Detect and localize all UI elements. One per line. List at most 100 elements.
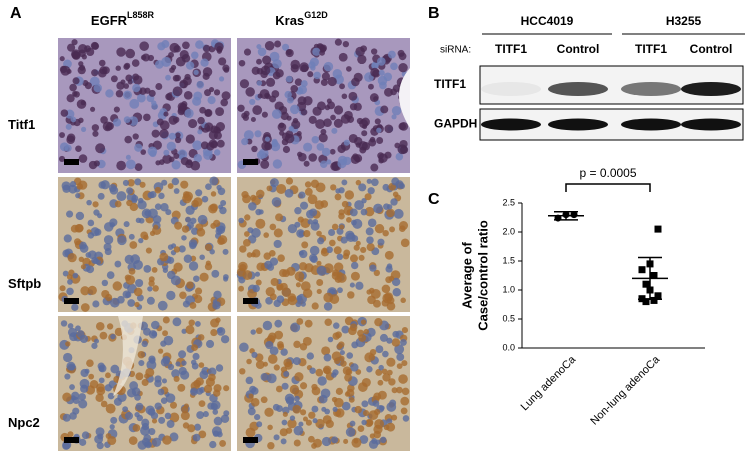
cell	[181, 360, 187, 366]
cell	[139, 181, 146, 188]
cell	[374, 118, 381, 125]
cell	[105, 372, 111, 379]
cell	[288, 125, 294, 132]
cell	[173, 188, 180, 194]
cell	[378, 69, 385, 76]
cell	[125, 154, 131, 160]
cell	[69, 83, 77, 92]
cell	[141, 422, 150, 431]
cell	[354, 156, 361, 162]
cell	[295, 300, 302, 308]
cell	[264, 136, 270, 142]
cell	[294, 207, 302, 215]
cell	[384, 87, 393, 97]
cell	[355, 281, 364, 290]
cell	[122, 179, 130, 187]
y-axis-label: Case/control ratio	[475, 220, 490, 331]
cell	[320, 79, 328, 87]
cell	[171, 369, 180, 378]
cell	[269, 223, 277, 231]
cell	[282, 43, 290, 51]
cell	[341, 325, 350, 334]
cell	[250, 398, 260, 407]
cell	[245, 87, 255, 97]
cell	[98, 377, 105, 384]
cell	[169, 432, 179, 442]
cell	[84, 82, 92, 90]
cell	[299, 62, 310, 73]
cell	[193, 275, 200, 282]
cell	[215, 107, 225, 117]
cell	[204, 122, 214, 132]
point	[642, 280, 650, 288]
cell	[80, 100, 86, 106]
cell	[303, 160, 310, 167]
cell	[320, 128, 327, 135]
cell	[382, 293, 393, 304]
cell	[91, 69, 99, 77]
cell	[332, 69, 343, 79]
cell	[129, 98, 140, 109]
cell	[275, 213, 283, 222]
cell	[125, 159, 136, 170]
cell	[256, 150, 266, 160]
cell	[154, 186, 162, 194]
cell	[395, 180, 404, 189]
cell	[115, 65, 121, 71]
cell	[110, 416, 118, 424]
cell	[241, 112, 248, 119]
cell	[310, 221, 320, 231]
cell	[245, 427, 256, 438]
cell	[114, 327, 124, 337]
cell	[86, 265, 95, 274]
cell	[309, 367, 316, 374]
cell	[380, 436, 387, 444]
cell	[294, 372, 304, 382]
cell	[321, 247, 328, 254]
cell	[371, 61, 379, 70]
cell	[357, 425, 365, 432]
column-header: EGFRL858R	[91, 10, 155, 28]
y-tick-label: 1.0	[502, 284, 515, 294]
cell	[143, 113, 151, 122]
cell	[87, 219, 95, 227]
cell	[273, 228, 283, 238]
cell	[148, 330, 158, 339]
cell	[329, 239, 336, 247]
cell	[132, 83, 141, 93]
cell	[367, 187, 375, 195]
cell	[351, 219, 357, 226]
cell	[85, 252, 92, 258]
cell	[307, 194, 318, 205]
point	[650, 272, 658, 279]
cell	[105, 403, 116, 414]
cell	[156, 118, 164, 126]
cell	[359, 146, 367, 154]
cell	[215, 364, 224, 372]
cell	[307, 71, 314, 78]
cell	[362, 410, 370, 417]
cell	[271, 197, 282, 207]
cell	[266, 185, 273, 192]
cell	[126, 187, 134, 195]
cell	[290, 84, 299, 93]
cell	[296, 295, 303, 302]
cell	[360, 319, 367, 325]
cell	[195, 287, 203, 295]
cell	[332, 369, 339, 376]
cell	[334, 38, 342, 46]
cell	[364, 419, 373, 428]
cell	[238, 59, 246, 67]
cell	[75, 325, 81, 332]
micrograph	[58, 176, 231, 312]
cell	[365, 227, 374, 236]
cell	[282, 145, 291, 154]
cell	[311, 135, 320, 144]
cell	[269, 257, 279, 266]
cell	[110, 364, 120, 374]
cell	[197, 129, 203, 135]
cell	[386, 204, 393, 210]
cell	[207, 96, 216, 105]
cell	[66, 210, 74, 218]
cell	[126, 199, 133, 207]
